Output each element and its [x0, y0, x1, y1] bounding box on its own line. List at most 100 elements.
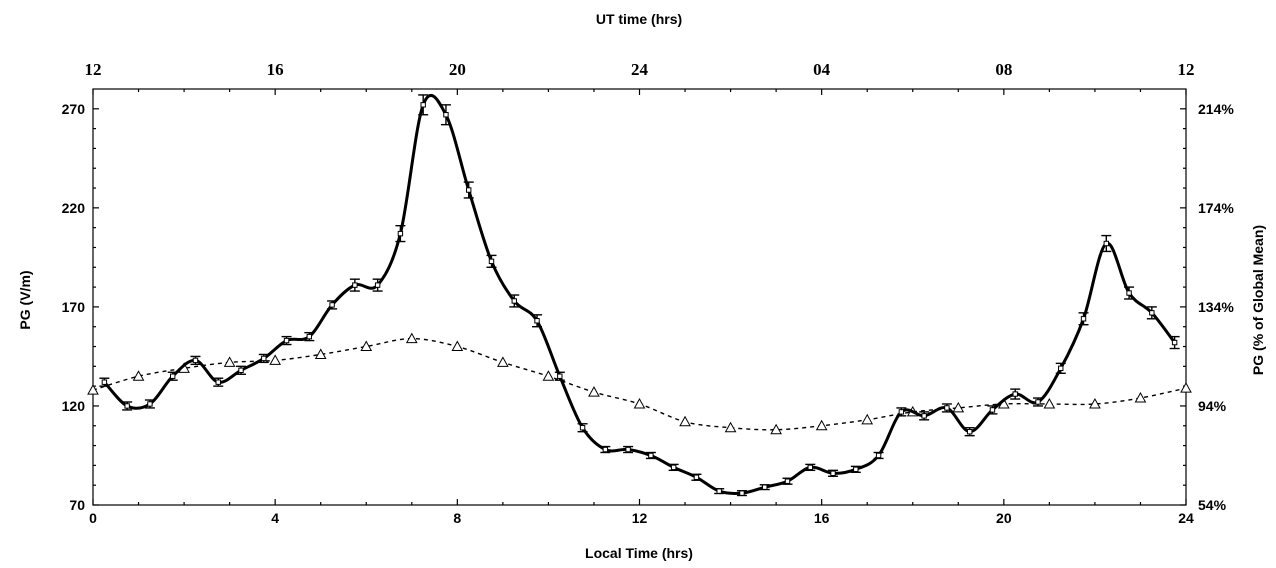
reference-point-triangle: [87, 384, 99, 395]
reference-point-triangle: [542, 370, 555, 381]
pg-point: [736, 490, 747, 497]
pg-point: [167, 371, 178, 381]
pg-point-square: [329, 302, 335, 308]
reference-point-triangle: [497, 356, 509, 367]
right-axis-title: PG (% of Global Mean): [1250, 225, 1266, 375]
pg-point-square: [1058, 365, 1064, 372]
pg-point: [1055, 362, 1066, 374]
pg-point: [349, 278, 360, 292]
y-tick-label-left: 170: [62, 299, 86, 315]
pg-point-square: [898, 409, 905, 415]
reference-point-triangle: [770, 423, 782, 435]
pg-point: [281, 335, 292, 346]
pg-point: [1124, 286, 1135, 300]
pg-point-square: [1149, 310, 1155, 316]
pg-point: [1169, 335, 1180, 350]
pg-point-square: [921, 413, 927, 419]
pg-point-square: [101, 379, 108, 385]
pg-point: [190, 355, 201, 366]
x-tick-label-bottom: 0: [89, 510, 97, 526]
pg-point-square: [1012, 391, 1018, 397]
pg-point-square: [579, 425, 586, 431]
x-tick-label-top: 16: [267, 60, 284, 79]
x-tick-label-top: 08: [995, 60, 1012, 79]
pg-point: [418, 94, 429, 116]
pg-point-square: [147, 401, 153, 407]
pg-point-square: [648, 452, 654, 459]
y-tick-label-right: 174%: [1198, 200, 1234, 216]
pg-point-square: [784, 478, 791, 484]
pg-point: [714, 488, 725, 495]
reference-point-triangle: [132, 370, 145, 381]
pg-point-square: [989, 407, 996, 413]
reference-point-triangle: [1180, 382, 1192, 393]
pg-point: [258, 353, 269, 364]
pg-point-square: [1035, 399, 1041, 405]
pg-point: [99, 377, 110, 387]
pg-point-square: [488, 258, 495, 265]
pg-point-square: [557, 373, 563, 379]
pg-point: [486, 254, 497, 268]
pg-point: [509, 294, 520, 308]
x-tick-label-bottom: 12: [632, 510, 648, 526]
pg-point: [759, 484, 770, 491]
pg-point-square: [739, 490, 745, 496]
pg-point-square: [283, 337, 290, 344]
pg-point: [828, 469, 839, 477]
pg-point-square: [261, 355, 267, 362]
reference-point-triangle: [1134, 391, 1147, 403]
pg-point: [1078, 312, 1089, 326]
pg-point-square: [511, 298, 517, 304]
x-tick-label-top: 24: [631, 60, 649, 79]
left-axis-title: PG (V/m): [17, 270, 33, 329]
pg-point: [805, 463, 816, 472]
pg-point-square: [875, 452, 882, 459]
pg-point-square: [853, 466, 859, 473]
pg-point: [236, 365, 247, 375]
pg-point-square: [716, 488, 722, 494]
pg-point: [304, 331, 315, 342]
y-tick-label-left: 220: [62, 200, 86, 216]
pg-point: [782, 477, 793, 485]
pg-point-square: [693, 474, 700, 480]
x-tick-label-bottom: 20: [996, 510, 1012, 526]
pg-point-square: [944, 405, 950, 411]
x-tick-label-bottom: 16: [814, 510, 830, 526]
x-tick-label-bottom: 8: [453, 510, 461, 526]
pg-point: [1032, 397, 1043, 407]
pg-point: [987, 405, 998, 415]
reference-point-triangle: [815, 419, 828, 431]
pg-point: [395, 224, 406, 243]
reference-series-line: [92, 337, 1187, 431]
y-tick-label-left: 70: [69, 497, 85, 513]
y-tick-label-right: 214%: [1198, 101, 1234, 117]
pg-point: [691, 473, 702, 481]
pg-point: [122, 401, 133, 411]
reference-point-triangle: [314, 348, 327, 359]
pg-point-square: [169, 373, 176, 379]
x-tick-label-top: 20: [449, 60, 466, 79]
reference-point-triangle: [451, 340, 464, 352]
top-axis-title: UT time (hrs): [596, 11, 682, 27]
y-tick-label-right: 54%: [1198, 497, 1227, 513]
series-reference-dashed: [87, 332, 1192, 435]
pg-point: [440, 104, 451, 126]
pg-point: [964, 427, 975, 437]
reference-point-triangle: [861, 413, 874, 425]
plot-frame: [92, 88, 1187, 506]
pg-point-square: [762, 484, 768, 490]
pg-point: [327, 300, 338, 310]
reference-point-triangle: [679, 415, 691, 427]
pg-point-square: [534, 318, 540, 324]
pg-point-square: [397, 230, 404, 237]
pg-point: [896, 407, 907, 417]
pg-point: [144, 399, 155, 409]
pg-point-square: [670, 464, 677, 471]
y-tick-label-right: 134%: [1198, 299, 1234, 315]
pg-point: [372, 278, 383, 292]
y-tick-label-right: 94%: [1198, 398, 1227, 414]
axis-ticks: 0 12 4 16 8 20 12 24 16 04 20 08 24 12 70 54% 120 94% 170 1…: [62, 60, 1235, 526]
pg-point-square: [966, 429, 973, 435]
pg-point: [577, 423, 588, 433]
